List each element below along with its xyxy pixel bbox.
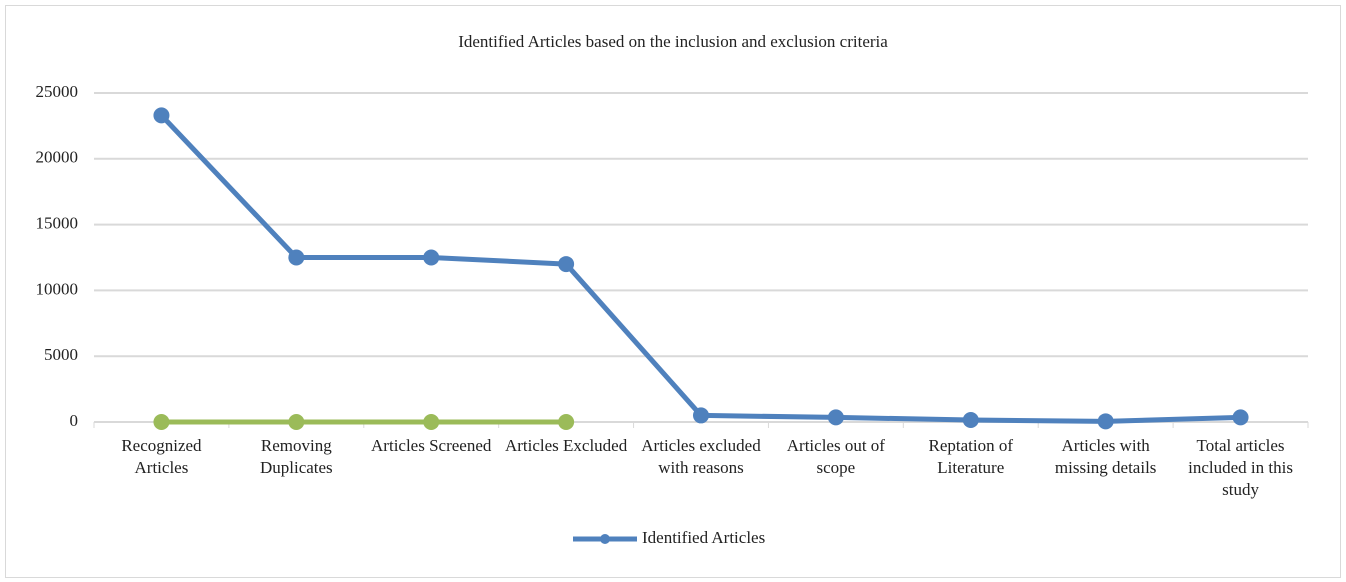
x-tick-label: Removing Duplicates	[259, 436, 333, 477]
x-tick-label: Recognized Articles	[121, 436, 202, 477]
point	[153, 107, 170, 124]
point	[827, 409, 844, 426]
chart-border	[5, 5, 1341, 578]
point	[1097, 413, 1114, 430]
x-tick-label: Articles Screened	[371, 436, 492, 455]
point	[1232, 409, 1249, 426]
x-tick-label: Articles with missing details	[1054, 436, 1157, 477]
x-tick-label: Articles out of scope	[786, 436, 885, 477]
x-tick-label: Reptation of Literature	[928, 436, 1014, 477]
point	[288, 249, 305, 266]
x-tick-label: Total articles included in this study	[1188, 436, 1293, 499]
legend-label: Identified Articles	[642, 528, 765, 547]
x-tick-label: Articles Excluded	[504, 436, 628, 455]
y-tick-label: 20000	[36, 148, 79, 167]
legend-marker	[600, 534, 610, 544]
point	[693, 407, 709, 424]
y-tick-label: 0	[70, 411, 79, 430]
y-tick-label: 25000	[36, 82, 79, 101]
point	[153, 414, 170, 430]
y-tick-label: 5000	[44, 345, 78, 364]
point	[558, 414, 575, 430]
point	[558, 256, 575, 273]
x-tick-label: Articles excluded with reasons	[641, 436, 761, 477]
chart-title: Identified Articles based on the inclusi…	[458, 32, 888, 51]
y-tick-label: 10000	[36, 279, 79, 298]
y-tick-label: 15000	[36, 214, 79, 233]
point	[423, 414, 440, 430]
point	[423, 249, 440, 266]
point	[288, 414, 305, 430]
point	[962, 412, 979, 429]
